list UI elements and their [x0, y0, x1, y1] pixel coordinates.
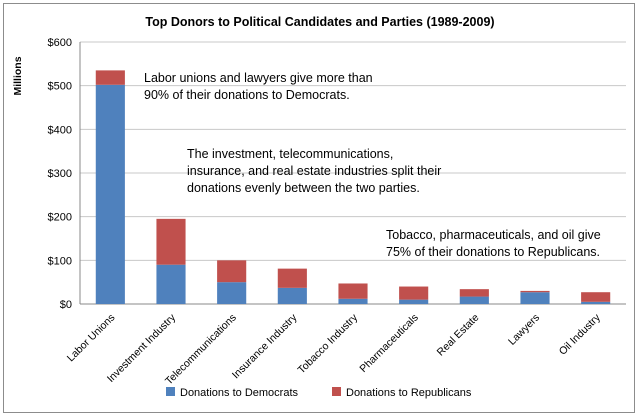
legend-swatch: [166, 387, 175, 396]
bars: [95, 70, 611, 304]
annotation-text: Labor unions and lawyers give more than 9…: [144, 71, 373, 102]
x-category-label: Oil Industry: [557, 311, 604, 358]
x-category-label: Pharmaceuticals: [357, 312, 420, 375]
x-category-label: Insurance Industry: [230, 311, 300, 381]
bar-segment-democrats: [338, 298, 368, 304]
bar-segment-republicans: [338, 283, 368, 299]
bar-segment-republicans: [581, 292, 611, 302]
annotation-text: The investment, telecommunications, insur…: [187, 147, 441, 195]
legend-label: Donations to Republicans: [346, 387, 472, 399]
y-axis-ticks: $0 $100 $200 $300 $400 $500 $600: [48, 37, 72, 311]
y-tick-label: $400: [48, 124, 72, 136]
bar-segment-democrats: [520, 292, 550, 304]
legend-swatch: [332, 387, 341, 396]
bar-segment-democrats: [581, 301, 611, 304]
y-axis-label: Millions: [12, 56, 24, 95]
y-tick-label: $100: [48, 255, 72, 267]
chart-title: Top Donors to Political Candidates and P…: [145, 15, 494, 29]
x-category-label: Lawyers: [506, 312, 542, 348]
y-tick-label: $300: [48, 168, 72, 180]
x-category-label: Labor Unions: [65, 312, 118, 365]
bar-segment-republicans: [277, 268, 307, 288]
y-tick-label: $600: [48, 37, 72, 49]
chart-frame: Top Donors to Political Candidates and P…: [3, 3, 635, 413]
bar-segment-democrats: [459, 296, 489, 304]
bar-segment-republicans: [156, 218, 186, 265]
annotation-text: Tobacco, pharmaceuticals, and oil give 75…: [386, 228, 601, 259]
x-category-label: Tobacco Industry: [295, 311, 360, 376]
bar-segment-democrats: [217, 282, 247, 304]
bar-segment-democrats: [156, 264, 186, 304]
annotations: Labor unions and lawyers give more than 9…: [144, 71, 601, 259]
bar-segment-republicans: [95, 70, 125, 85]
y-tick-label: $0: [60, 299, 72, 311]
y-tick-label: $200: [48, 212, 72, 224]
bar-segment-democrats: [399, 299, 429, 304]
bar-segment-democrats: [277, 287, 307, 304]
bar-segment-republicans: [399, 286, 429, 300]
x-category-label: Real Estate: [435, 312, 482, 359]
bar-segment-republicans: [459, 289, 489, 297]
y-tick-label: $500: [48, 81, 72, 93]
bar-segment-democrats: [95, 84, 125, 304]
legend: Donations to Democrats Donations to Repub…: [166, 387, 472, 399]
bar-segment-republicans: [520, 290, 550, 293]
stacked-bar-chart: Top Donors to Political Candidates and P…: [12, 15, 626, 399]
legend-label: Donations to Democrats: [180, 387, 298, 399]
bar-segment-republicans: [217, 260, 247, 283]
